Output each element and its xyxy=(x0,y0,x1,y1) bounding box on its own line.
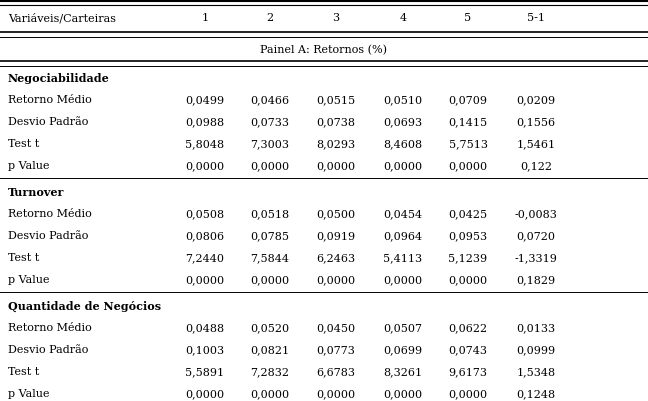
Text: 7,3003: 7,3003 xyxy=(251,139,290,149)
Text: 0,0507: 0,0507 xyxy=(384,322,422,332)
Text: 8,0293: 8,0293 xyxy=(316,139,356,149)
Text: 0,0499: 0,0499 xyxy=(185,95,225,105)
Text: 0,0000: 0,0000 xyxy=(384,274,422,284)
Text: 0,0733: 0,0733 xyxy=(251,117,290,127)
Text: 0,0000: 0,0000 xyxy=(316,388,356,398)
Text: Quantidade de Negócios: Quantidade de Negócios xyxy=(8,300,161,311)
Text: 0,0510: 0,0510 xyxy=(384,95,422,105)
Text: 0,0000: 0,0000 xyxy=(316,274,356,284)
Text: 0,0720: 0,0720 xyxy=(516,231,555,241)
Text: 0,0520: 0,0520 xyxy=(250,322,290,332)
Text: 0,1829: 0,1829 xyxy=(516,274,555,284)
Text: 5,8048: 5,8048 xyxy=(185,139,225,149)
Text: 0,0000: 0,0000 xyxy=(384,160,422,170)
Text: 0,0000: 0,0000 xyxy=(250,160,290,170)
Text: 0,0000: 0,0000 xyxy=(448,388,487,398)
Text: 0,0000: 0,0000 xyxy=(448,274,487,284)
Text: Turnover: Turnover xyxy=(8,186,64,197)
Text: 0,0806: 0,0806 xyxy=(185,231,225,241)
Text: 0,1003: 0,1003 xyxy=(185,344,225,354)
Text: 9,6173: 9,6173 xyxy=(448,366,487,376)
Text: 0,0785: 0,0785 xyxy=(251,231,290,241)
Text: 7,2832: 7,2832 xyxy=(251,366,290,376)
Text: 0,0133: 0,0133 xyxy=(516,322,555,332)
Text: 0,0000: 0,0000 xyxy=(185,388,225,398)
Text: 3: 3 xyxy=(332,13,340,23)
Text: 0,0450: 0,0450 xyxy=(316,322,356,332)
Text: 8,3261: 8,3261 xyxy=(384,366,422,376)
Text: 0,0953: 0,0953 xyxy=(448,231,487,241)
Text: 0,0000: 0,0000 xyxy=(384,388,422,398)
Text: Painel A: Retornos (%): Painel A: Retornos (%) xyxy=(260,45,388,55)
Text: 0,0488: 0,0488 xyxy=(185,322,225,332)
Text: 0,0425: 0,0425 xyxy=(448,209,487,219)
Text: Negociabilidade: Negociabilidade xyxy=(8,72,110,83)
Text: 0,0964: 0,0964 xyxy=(384,231,422,241)
Text: 6,6783: 6,6783 xyxy=(316,366,356,376)
Text: 7,5844: 7,5844 xyxy=(251,252,290,262)
Text: -1,3319: -1,3319 xyxy=(515,252,557,262)
Text: Desvio Padrão: Desvio Padrão xyxy=(8,344,88,354)
Text: 0,0209: 0,0209 xyxy=(516,95,555,105)
Text: 0,0709: 0,0709 xyxy=(448,95,487,105)
Text: 0,0988: 0,0988 xyxy=(185,117,225,127)
Text: Retorno Médio: Retorno Médio xyxy=(8,95,92,105)
Text: 0,0500: 0,0500 xyxy=(316,209,356,219)
Text: 0,0999: 0,0999 xyxy=(516,344,555,354)
Text: 0,1556: 0,1556 xyxy=(516,117,555,127)
Text: Desvio Padrão: Desvio Padrão xyxy=(8,231,88,241)
Text: Retorno Médio: Retorno Médio xyxy=(8,209,92,219)
Text: 0,0000: 0,0000 xyxy=(185,160,225,170)
Text: 0,0738: 0,0738 xyxy=(316,117,356,127)
Text: 0,0693: 0,0693 xyxy=(384,117,422,127)
Text: p Value: p Value xyxy=(8,274,49,284)
Text: 0,1248: 0,1248 xyxy=(516,388,555,398)
Text: p Value: p Value xyxy=(8,388,49,398)
Text: 0,0454: 0,0454 xyxy=(384,209,422,219)
Text: 1: 1 xyxy=(202,13,209,23)
Text: 1,5348: 1,5348 xyxy=(516,366,555,376)
Text: 0,0000: 0,0000 xyxy=(185,274,225,284)
Text: 0,122: 0,122 xyxy=(520,160,552,170)
Text: 0,0622: 0,0622 xyxy=(448,322,487,332)
Text: 4: 4 xyxy=(399,13,406,23)
Text: 6,2463: 6,2463 xyxy=(316,252,356,262)
Text: 0,0000: 0,0000 xyxy=(250,388,290,398)
Text: 0,0000: 0,0000 xyxy=(316,160,356,170)
Text: Retorno Médio: Retorno Médio xyxy=(8,322,92,332)
Text: 2: 2 xyxy=(266,13,273,23)
Text: Variáveis/Carteiras: Variáveis/Carteiras xyxy=(8,13,116,23)
Text: 5-1: 5-1 xyxy=(527,13,545,23)
Text: -0,0083: -0,0083 xyxy=(515,209,557,219)
Text: 8,4608: 8,4608 xyxy=(384,139,422,149)
Text: 0,1415: 0,1415 xyxy=(448,117,487,127)
Text: 5: 5 xyxy=(465,13,472,23)
Text: Test t: Test t xyxy=(8,366,40,376)
Text: 5,1239: 5,1239 xyxy=(448,252,487,262)
Text: Test t: Test t xyxy=(8,139,40,149)
Text: 0,0466: 0,0466 xyxy=(250,95,290,105)
Text: p Value: p Value xyxy=(8,160,49,170)
Text: 5,5891: 5,5891 xyxy=(185,366,225,376)
Text: 0,0515: 0,0515 xyxy=(316,95,356,105)
Text: 1,5461: 1,5461 xyxy=(516,139,555,149)
Text: 7,2440: 7,2440 xyxy=(185,252,224,262)
Text: Test t: Test t xyxy=(8,252,40,262)
Text: Desvio Padrão: Desvio Padrão xyxy=(8,117,88,127)
Text: 0,0000: 0,0000 xyxy=(250,274,290,284)
Text: 0,0919: 0,0919 xyxy=(316,231,356,241)
Text: 5,7513: 5,7513 xyxy=(448,139,487,149)
Text: 0,0508: 0,0508 xyxy=(185,209,225,219)
Text: 0,0699: 0,0699 xyxy=(384,344,422,354)
Text: 0,0000: 0,0000 xyxy=(448,160,487,170)
Text: 0,0518: 0,0518 xyxy=(250,209,290,219)
Text: 0,0773: 0,0773 xyxy=(317,344,356,354)
Text: 5,4113: 5,4113 xyxy=(384,252,422,262)
Text: 0,0743: 0,0743 xyxy=(448,344,487,354)
Text: 0,0821: 0,0821 xyxy=(250,344,290,354)
